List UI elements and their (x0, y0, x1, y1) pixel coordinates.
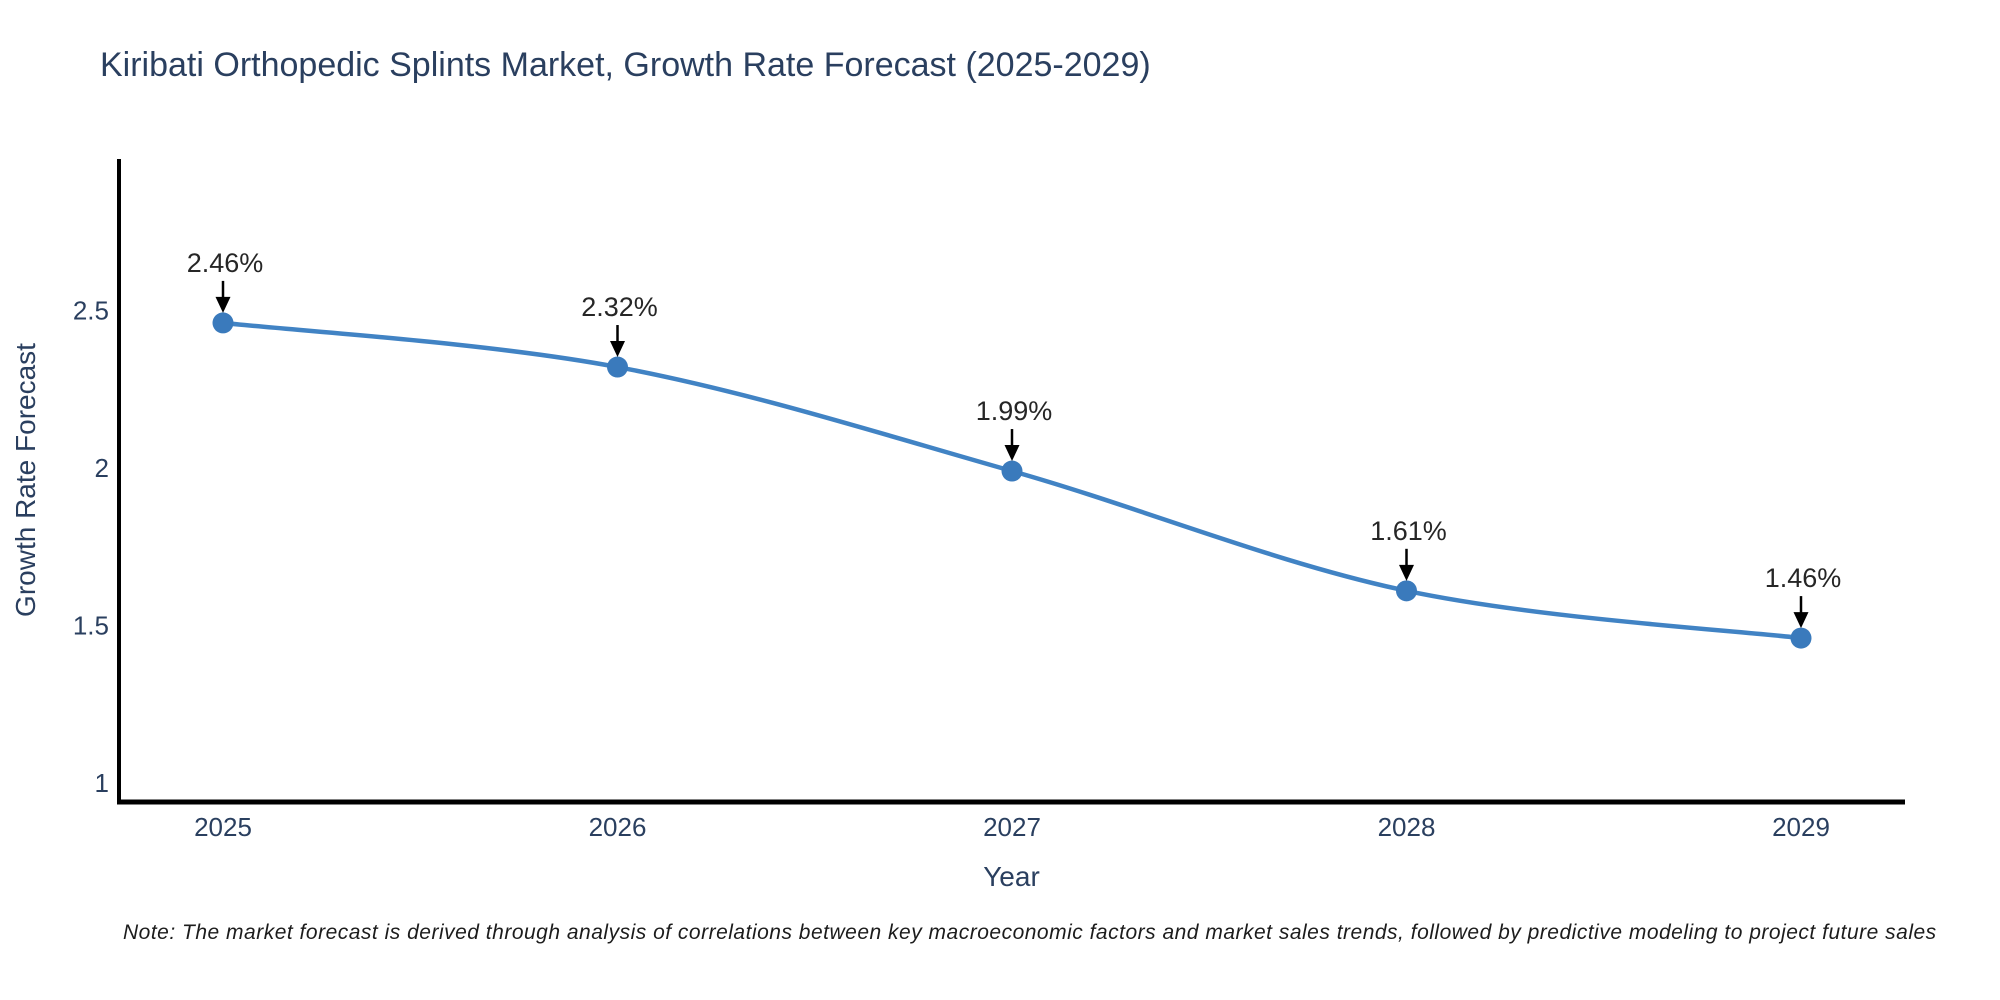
footnote-container: Note: The market forecast is derived thr… (0, 921, 2000, 945)
axes-layer (117, 159, 1905, 805)
data-point-2029[interactable] (1790, 627, 1812, 649)
x-tick-label: 2028 (1378, 812, 1436, 842)
annotation-arrowhead-icon (610, 341, 625, 358)
x-axis-title: Year (983, 861, 1040, 892)
y-tick-label: 1.5 (73, 610, 109, 640)
footnote: Note: The market forecast is derived thr… (123, 921, 1937, 944)
annotation-arrowhead-icon (215, 296, 231, 313)
data-point-2027[interactable] (1001, 460, 1023, 482)
annotation-label: 1.99% (976, 396, 1053, 426)
tick-labels-layer: 1 1.5 2 2.5 2025 2026 2027 2028 2029 (73, 295, 1830, 842)
x-tick-label: 2026 (589, 812, 647, 842)
y-axis-title: Growth Rate Forecast (10, 343, 41, 617)
annotation-label: 1.46% (1765, 563, 1842, 593)
x-tick-label: 2027 (983, 812, 1041, 842)
data-point-2028[interactable] (1396, 580, 1417, 602)
y-tick-label: 1 (95, 768, 109, 798)
data-point-2026[interactable] (607, 356, 628, 378)
annotation-label: 2.32% (581, 292, 658, 322)
annotation-arrowhead-icon (1399, 564, 1414, 581)
annotation-label: 1.61% (1370, 516, 1447, 546)
y-tick-label: 2 (95, 453, 109, 483)
series-layer (212, 312, 1812, 649)
annotations-layer: 2.46% 2.32% 1.99% 1.61% 1.46% (187, 248, 1842, 629)
y-tick-label: 2.5 (73, 295, 109, 325)
data-point-2025[interactable] (212, 312, 234, 334)
x-tick-label: 2025 (194, 812, 252, 842)
annotation-arrowhead-icon (1793, 612, 1809, 629)
chart-title: Kiribati Orthopedic Splints Market, Grow… (100, 46, 1151, 84)
annotation-label: 2.46% (187, 248, 264, 278)
annotation-arrowhead-icon (1004, 445, 1020, 462)
x-tick-label: 2029 (1772, 812, 1830, 842)
